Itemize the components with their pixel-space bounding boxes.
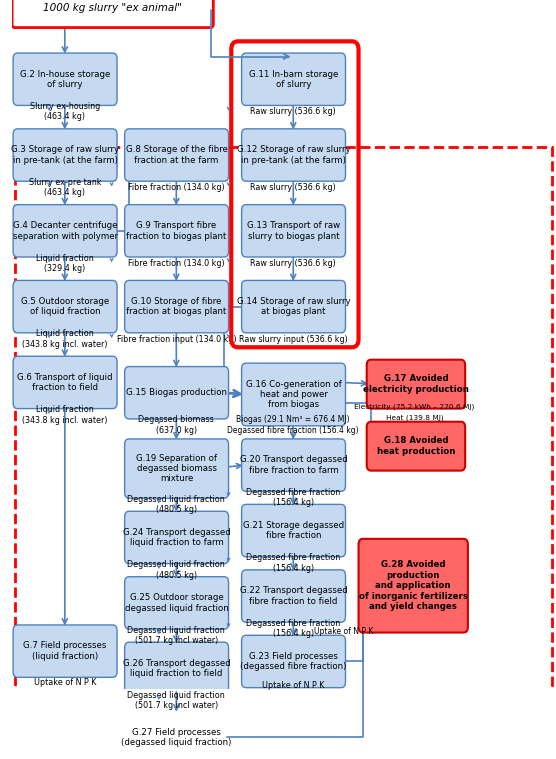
Text: Degassed fibre fraction
(156.4 kg): Degassed fibre fraction (156.4 kg) <box>246 488 340 507</box>
Text: G.5 Outdoor storage
of liquid fraction: G.5 Outdoor storage of liquid fraction <box>21 297 109 317</box>
Text: G.21 Storage degassed
fibre fraction: G.21 Storage degassed fibre fraction <box>243 521 344 540</box>
FancyBboxPatch shape <box>125 280 229 332</box>
FancyBboxPatch shape <box>12 0 214 27</box>
Text: Fibre fraction (134.0 kg): Fibre fraction (134.0 kg) <box>128 183 225 192</box>
Text: G.20 Transport degassed
fibre fraction to farm: G.20 Transport degassed fibre fraction t… <box>240 455 348 475</box>
Text: G.2 In-house storage
of slurry: G.2 In-house storage of slurry <box>20 70 110 89</box>
Text: Degassed liquid fraction
(501.7 kg incl water): Degassed liquid fraction (501.7 kg incl … <box>127 691 225 710</box>
Text: G.13 Transport of raw
slurry to biogas plant: G.13 Transport of raw slurry to biogas p… <box>247 221 340 241</box>
FancyBboxPatch shape <box>13 280 117 332</box>
Text: Raw slurry (536.6 kg): Raw slurry (536.6 kg) <box>250 259 336 268</box>
Text: G.14 Storage of raw slurry
at biogas plant: G.14 Storage of raw slurry at biogas pla… <box>237 297 350 317</box>
Text: G.6 Transport of liquid
fraction to field: G.6 Transport of liquid fraction to fiel… <box>17 373 113 392</box>
FancyBboxPatch shape <box>125 642 229 694</box>
FancyBboxPatch shape <box>125 711 229 759</box>
FancyBboxPatch shape <box>125 205 229 257</box>
Text: Uptake of N P K: Uptake of N P K <box>33 678 96 687</box>
FancyBboxPatch shape <box>13 53 117 106</box>
Text: G.22 Transport degassed
fibre fraction to field: G.22 Transport degassed fibre fraction t… <box>240 586 348 606</box>
Text: 1000 kg slurry "ex animal": 1000 kg slurry "ex animal" <box>43 2 182 13</box>
Text: Slurry ex-pre tank
(463.4 kg): Slurry ex-pre tank (463.4 kg) <box>28 178 101 197</box>
FancyBboxPatch shape <box>125 367 229 419</box>
FancyBboxPatch shape <box>242 129 345 181</box>
Text: G.10 Storage of fibre
fraction at biogas plant: G.10 Storage of fibre fraction at biogas… <box>126 297 227 317</box>
Text: G.27 Field processes
(degassed liquid fraction): G.27 Field processes (degassed liquid fr… <box>121 728 232 747</box>
FancyBboxPatch shape <box>13 356 117 408</box>
Text: G.19 Separation of
degassed biomass
mixture: G.19 Separation of degassed biomass mixt… <box>136 454 217 483</box>
Text: Liquid fraction
(343.8 kg incl. water): Liquid fraction (343.8 kg incl. water) <box>22 329 107 348</box>
FancyBboxPatch shape <box>242 53 345 106</box>
Text: G.12 Storage of raw slurry
in pre-tank (at the farm): G.12 Storage of raw slurry in pre-tank (… <box>237 145 350 165</box>
FancyBboxPatch shape <box>367 422 465 471</box>
FancyBboxPatch shape <box>242 505 345 557</box>
Text: Biogas (29.1 Nm³ = 676.4 MJ)
Degassed fibre fraction (156.4 kg): Biogas (29.1 Nm³ = 676.4 MJ) Degassed fi… <box>227 415 359 435</box>
FancyBboxPatch shape <box>367 360 465 408</box>
Text: Degassed liquid fraction
(480.5 kg): Degassed liquid fraction (480.5 kg) <box>127 560 225 580</box>
FancyBboxPatch shape <box>242 205 345 257</box>
Text: Fibre fraction (134.0 kg): Fibre fraction (134.0 kg) <box>128 259 225 268</box>
FancyBboxPatch shape <box>242 570 345 622</box>
Text: Raw slurry (536.6 kg): Raw slurry (536.6 kg) <box>250 107 336 116</box>
Text: G.23 Field processes
(degassed fibre fraction): G.23 Field processes (degassed fibre fra… <box>240 652 347 671</box>
Text: Degassed biomass
(637.0 kg): Degassed biomass (637.0 kg) <box>138 415 214 435</box>
Text: G.16 Co-generation of
heat and power
from biogas: G.16 Co-generation of heat and power fro… <box>246 380 341 409</box>
FancyBboxPatch shape <box>13 129 117 181</box>
Text: Fibre fraction input (134.0 kg): Fibre fraction input (134.0 kg) <box>117 335 236 344</box>
Text: Degassed fibre fraction
(156.4 kg): Degassed fibre fraction (156.4 kg) <box>246 553 340 572</box>
FancyBboxPatch shape <box>242 439 345 491</box>
FancyBboxPatch shape <box>125 439 229 498</box>
Text: G.17 Avoided
electricity production: G.17 Avoided electricity production <box>363 374 469 394</box>
Text: Degassed fibre fraction
(156.4 kg): Degassed fibre fraction (156.4 kg) <box>246 619 340 638</box>
FancyBboxPatch shape <box>125 512 229 564</box>
FancyBboxPatch shape <box>13 625 117 677</box>
Text: Heat (139.8 MJ): Heat (139.8 MJ) <box>386 415 444 421</box>
FancyBboxPatch shape <box>359 539 468 632</box>
Text: G.28 Avoided
production
and application
of inorganic fertilizers
and yield chang: G.28 Avoided production and application … <box>359 560 468 611</box>
Text: Degassed liquid fraction
(480.5 kg): Degassed liquid fraction (480.5 kg) <box>127 495 225 514</box>
Text: Raw slurry input (536.6 kg): Raw slurry input (536.6 kg) <box>239 335 348 344</box>
Text: G.24 Transport degassed
liquid fraction to farm: G.24 Transport degassed liquid fraction … <box>123 528 231 547</box>
Text: G.7 Field processes
(liquid fraction): G.7 Field processes (liquid fraction) <box>23 641 107 661</box>
Text: Uptake of N P K: Uptake of N P K <box>262 681 325 690</box>
Text: G.11 In-barn storage
of slurry: G.11 In-barn storage of slurry <box>249 70 338 89</box>
Text: Uptake of N P K: Uptake of N P K <box>314 628 374 636</box>
Text: G.8 Storage of the fibre
fraction at the farm: G.8 Storage of the fibre fraction at the… <box>126 145 227 165</box>
Text: Slurry ex-housing
(463.4 kg): Slurry ex-housing (463.4 kg) <box>29 102 100 121</box>
FancyBboxPatch shape <box>242 280 345 332</box>
Text: Liquid fraction
(329.4 kg): Liquid fraction (329.4 kg) <box>36 254 94 273</box>
FancyBboxPatch shape <box>13 205 117 257</box>
FancyBboxPatch shape <box>242 363 345 426</box>
Text: G.4 Decanter centrifuge
separation with polymer: G.4 Decanter centrifuge separation with … <box>13 221 118 241</box>
FancyBboxPatch shape <box>242 635 345 688</box>
Text: Liquid fraction
(343.8 kg incl. water): Liquid fraction (343.8 kg incl. water) <box>22 405 107 424</box>
Text: Electricity (75.2 kWh – 270.6 MJ): Electricity (75.2 kWh – 270.6 MJ) <box>354 403 475 410</box>
Text: Raw slurry (536.6 kg): Raw slurry (536.6 kg) <box>250 183 336 192</box>
Text: G.25 Outdoor storage
degassed liquid fraction: G.25 Outdoor storage degassed liquid fra… <box>125 594 229 613</box>
Text: G.26 Transport degassed
liquid fraction to field: G.26 Transport degassed liquid fraction … <box>123 659 231 678</box>
Text: G.3 Storage of raw slurry
in pre-tank (at the farm): G.3 Storage of raw slurry in pre-tank (a… <box>11 145 119 165</box>
Text: G.9 Transport fibre
fraction to biogas plant: G.9 Transport fibre fraction to biogas p… <box>126 221 227 241</box>
Text: G.15 Biogas production: G.15 Biogas production <box>126 389 227 397</box>
Text: Degassed liquid fraction
(501.7 kg incl water): Degassed liquid fraction (501.7 kg incl … <box>127 625 225 645</box>
FancyBboxPatch shape <box>125 577 229 629</box>
FancyBboxPatch shape <box>125 129 229 181</box>
Text: G.18 Avoided
heat production: G.18 Avoided heat production <box>377 436 455 456</box>
